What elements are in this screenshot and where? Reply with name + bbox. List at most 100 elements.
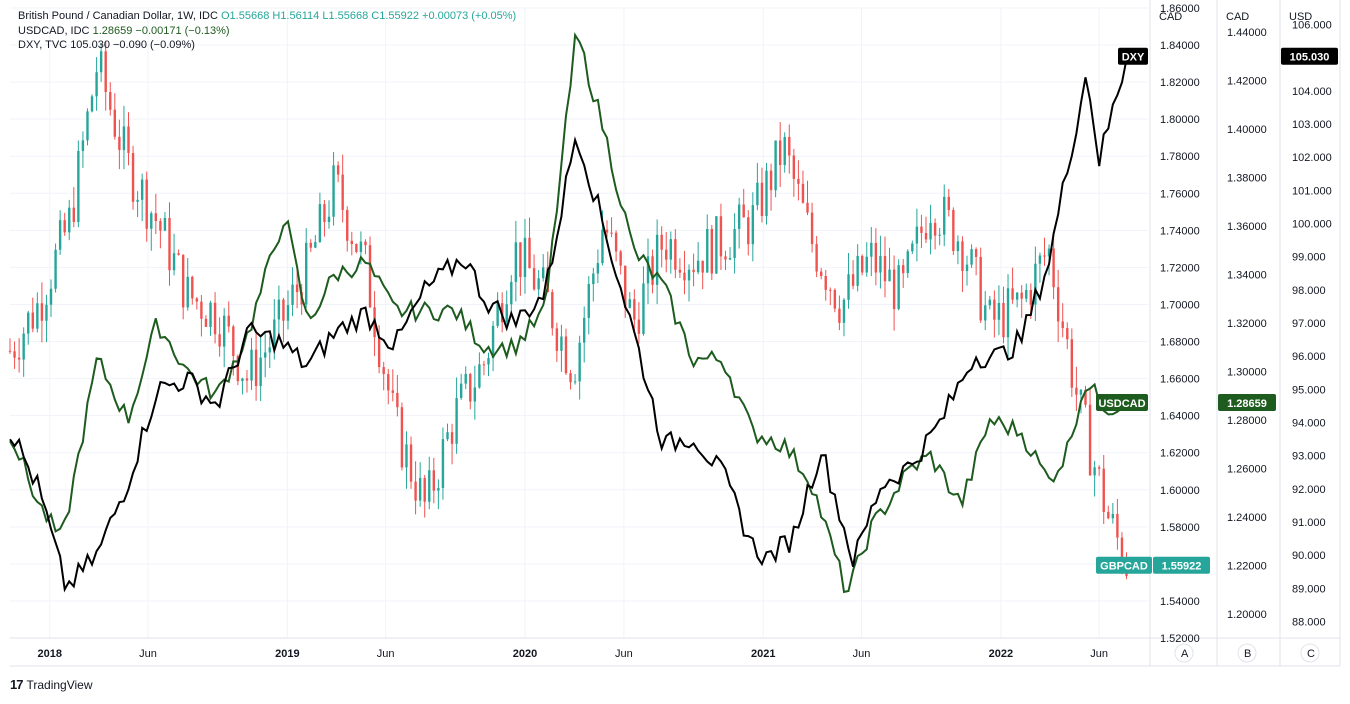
- price-tick-label: 1.68000: [1160, 337, 1200, 349]
- gbpcad-candle-body: [273, 319, 276, 348]
- price-tick-label: 106.000: [1292, 20, 1332, 32]
- gbpcad-candle-body: [560, 336, 563, 351]
- dxy-name-tag-bg: [1118, 47, 1148, 65]
- gbpcad-candle-body: [605, 229, 609, 233]
- gbpcad-candle-body: [1075, 387, 1078, 395]
- usdcad-name-tag: USDCAD: [1098, 398, 1145, 410]
- gbpcad-candle-body: [628, 299, 631, 308]
- gbpcad-candle-body: [824, 276, 827, 290]
- gbpcad-candle-body: [915, 226, 919, 244]
- chart-legend: British Pound / Canadian Dollar, 1W, IDC…: [18, 9, 516, 53]
- gbpcad-candle-body: [851, 274, 855, 286]
- price-tick-label: 1.86000: [1160, 3, 1200, 15]
- gbpcad-candle-body: [619, 251, 622, 266]
- gbpcad-candle-body: [541, 267, 545, 279]
- price-tick-label: 1.78000: [1160, 151, 1200, 163]
- gbpcad-candle-body: [888, 269, 891, 282]
- price-tick-label: 1.64000: [1160, 411, 1200, 423]
- gbpcad-candle-body: [569, 373, 572, 383]
- time-tick-label: Jun: [1090, 648, 1108, 660]
- gbpcad-candle-body: [883, 255, 887, 282]
- gbpcad-candle-body: [810, 212, 814, 245]
- price-tick-label: 1.60000: [1160, 485, 1200, 497]
- gbpcad-candle-body: [614, 232, 618, 252]
- gbpcad-candle-body: [277, 299, 281, 320]
- gbpcad-candle-body: [227, 315, 230, 327]
- gbpcad-candle-body: [997, 302, 1001, 320]
- gbpcad-candle-body: [514, 242, 518, 282]
- gbpcad-candle-body: [441, 439, 445, 489]
- gbpcad-candle-body: [77, 150, 80, 222]
- gbpcad-candle-body: [956, 241, 960, 252]
- gbpcad-candle-body: [172, 253, 176, 271]
- gbpcad-candle-body: [140, 179, 144, 200]
- gbpcad-candle-body: [792, 155, 796, 179]
- gbpcad-price-tag-bg: [1153, 556, 1210, 574]
- price-tick-label: 1.58000: [1160, 522, 1200, 534]
- pane-label-circle: [1237, 643, 1257, 663]
- usdcad-price-tag: 1.28659: [1227, 398, 1267, 410]
- gbpcad-candle-body: [200, 301, 203, 319]
- gbpcad-candle-body: [1006, 288, 1010, 338]
- gbpcad-candle-body: [683, 272, 686, 281]
- gbpcad-candle-body: [610, 232, 613, 234]
- gbpcad-candle-body: [36, 303, 39, 329]
- gbpcad-candle-body: [801, 183, 805, 203]
- gbpcad-candle-body: [765, 170, 768, 216]
- gbpcad-candle-body: [264, 352, 267, 358]
- gbpcad-candle-body: [578, 342, 581, 382]
- tradingview-branding[interactable]: 17 TradingView: [10, 677, 93, 692]
- gbpcad-candle-body: [870, 242, 873, 257]
- gbpcad-candle-body: [842, 299, 846, 323]
- gbpcad-candle-body: [1043, 255, 1046, 257]
- gbpcad-candle-body: [724, 256, 727, 260]
- gbpcad-candle-body: [756, 182, 759, 206]
- gbpcad-candle-body: [17, 357, 21, 360]
- gbpcad-candle-body: [159, 221, 162, 231]
- price-tick-label: 1.52000: [1160, 633, 1200, 645]
- gbpcad-candle-body: [191, 276, 194, 299]
- dxy-line: [9, 59, 1128, 593]
- usdcad-price-tag-bg: [1218, 393, 1276, 411]
- time-tick-label: 2019: [275, 648, 299, 660]
- gbpcad-candle-body: [163, 217, 167, 231]
- gbpcad-candle-body: [409, 444, 413, 482]
- price-tick-label: 1.38000: [1227, 173, 1267, 185]
- gbpcad-candle-body: [259, 357, 262, 387]
- gbpcad-candle-body: [286, 304, 290, 321]
- legend-usdcad-symbol: USDCAD, IDC: [18, 24, 90, 37]
- legend-dxy-values: 105.030 −0.090 (−0.09%): [70, 39, 195, 51]
- gbpcad-candle-body: [63, 220, 66, 233]
- price-tick-label: 94.000: [1292, 417, 1326, 429]
- gbpcad-candle-body: [49, 288, 53, 305]
- price-tick-label: 98.000: [1292, 285, 1326, 297]
- gbpcad-candle-body: [587, 284, 590, 318]
- price-tick-label: 92.000: [1292, 484, 1326, 496]
- gbpcad-candle-body: [929, 222, 932, 240]
- series-tags: DXY 105.030 USDCAD 1.28659 GBPCAD 1.55922: [1096, 47, 1338, 574]
- time-tick-label: Jun: [853, 648, 871, 660]
- gbpcad-candle-body: [674, 239, 677, 270]
- gbpcad-candle-body: [86, 111, 89, 141]
- legend-gbpcad-values: O1.55668 H1.56114 L1.55668 C1.55922 +0.0…: [221, 10, 517, 22]
- gbpcad-candle-body: [195, 298, 199, 302]
- price-tick-label: 1.28000: [1227, 415, 1267, 427]
- gbpcad-candle-body: [241, 378, 244, 382]
- gbpcad-candle-body: [519, 242, 522, 278]
- price-tick-label: 1.66000: [1160, 374, 1200, 386]
- gbpcad-candle-body: [154, 213, 158, 222]
- price-tick-label: 1.36000: [1227, 221, 1267, 233]
- price-tick-label: 88.000: [1292, 616, 1326, 628]
- gbpcad-candle-body: [478, 364, 481, 388]
- dxy-name-tag: DXY: [1122, 52, 1145, 64]
- gbpcad-candle-body: [8, 350, 12, 352]
- gbpcad-candle-body: [109, 92, 112, 110]
- gbpcad-candle-body: [136, 199, 139, 202]
- gbpcad-candle-body: [428, 470, 431, 502]
- gbpcad-candle-body: [1107, 511, 1110, 519]
- gbpcad-candle-body: [651, 256, 654, 285]
- gbpcad-candle-body: [99, 51, 103, 73]
- gbpcad-candle-body: [209, 302, 212, 327]
- gbpcad-candle-body: [1034, 263, 1037, 305]
